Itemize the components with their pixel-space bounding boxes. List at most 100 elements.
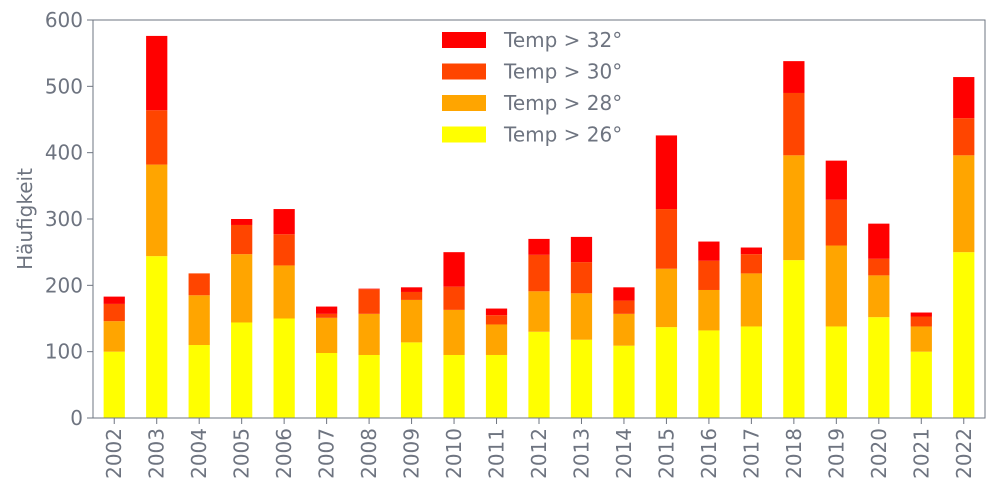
bar-2009-series-1 <box>400 299 423 343</box>
bar-2009-series-0 <box>400 342 423 418</box>
bar-2002-series-0 <box>103 351 125 418</box>
bars-group <box>103 35 975 418</box>
bar-2013-series-1 <box>570 293 593 340</box>
bar-2013-series-3 <box>570 236 593 263</box>
bar-2016-series-3 <box>698 241 720 261</box>
bar-2016-series-2 <box>698 260 720 290</box>
bar-2008-series-0 <box>358 354 380 418</box>
legend-label: Temp > 32° <box>503 28 622 52</box>
x-tick-label: 2007 <box>315 428 339 479</box>
bar-2003-series-0 <box>146 256 168 418</box>
y-tick-label: 100 <box>45 340 83 364</box>
x-tick-label: 2012 <box>527 428 551 479</box>
bar-2020-series-0 <box>868 317 890 418</box>
bar-2015-series-2 <box>655 209 678 269</box>
bar-2003-series-2 <box>146 110 168 165</box>
bar-2012-series-3 <box>528 238 550 255</box>
bar-2002-series-2 <box>103 303 125 322</box>
x-tick-label: 2005 <box>230 428 254 479</box>
legend-label: Temp > 28° <box>503 91 622 115</box>
bar-2022-series-1 <box>953 155 975 253</box>
bar-2009-series-3 <box>400 287 423 292</box>
bar-2014-series-0 <box>613 345 635 418</box>
x-tick-label: 2002 <box>102 428 126 479</box>
bar-2012-series-0 <box>528 331 550 418</box>
bar-2011-series-2 <box>485 315 508 325</box>
bar-2005-series-1 <box>231 254 253 323</box>
bar-2021-series-0 <box>910 351 932 418</box>
x-tick-label: 2016 <box>697 428 721 479</box>
legend-swatch <box>442 63 486 80</box>
bar-2014-series-2 <box>613 300 635 314</box>
x-tick-label: 2019 <box>824 428 848 479</box>
bar-2005-series-2 <box>231 224 253 255</box>
bar-2006-series-3 <box>273 209 295 235</box>
x-tick-label: 2011 <box>485 428 509 479</box>
bar-2003-series-1 <box>146 164 168 257</box>
bar-2011-series-1 <box>485 324 508 355</box>
bar-2012-series-2 <box>528 254 550 292</box>
bar-2018-series-1 <box>783 155 805 261</box>
bar-2018-series-3 <box>783 61 805 93</box>
bar-2008-series-2 <box>358 289 380 314</box>
bar-2020-series-3 <box>868 223 890 259</box>
bar-2007-series-1 <box>316 317 338 353</box>
bar-2002-series-3 <box>103 296 125 304</box>
bar-2002-series-1 <box>103 321 125 352</box>
bar-2004-series-1 <box>188 295 210 346</box>
bar-2022-series-3 <box>953 77 975 119</box>
bar-2010-series-1 <box>443 309 465 355</box>
bar-2019-series-2 <box>825 199 847 246</box>
legend-label: Temp > 26° <box>503 123 622 147</box>
bar-2007-series-0 <box>316 352 338 418</box>
legend: Temp > 32° Temp > 30° Temp > 28° Temp > 26° <box>442 28 622 147</box>
legend-swatch <box>442 95 486 111</box>
bar-2017-series-0 <box>740 326 762 418</box>
y-tick-label: 200 <box>45 273 83 297</box>
bar-2017-series-2 <box>740 254 762 274</box>
y-axis: 0 100 200 300 400 500 600 <box>45 8 93 430</box>
bar-2009-series-2 <box>400 291 423 300</box>
bar-2008-series-3 <box>358 288 380 290</box>
bar-2010-series-0 <box>443 354 465 418</box>
bar-2018-series-0 <box>783 260 805 418</box>
x-tick-label: 2022 <box>952 428 976 479</box>
bar-2007-series-3 <box>316 306 338 314</box>
legend-swatch <box>442 126 486 143</box>
bar-2022-series-0 <box>953 252 975 418</box>
bar-2004-series-0 <box>188 345 210 418</box>
x-tick-label: 2021 <box>909 428 933 479</box>
bar-2016-series-1 <box>698 289 720 331</box>
bar-2019-series-3 <box>825 160 847 200</box>
bar-2016-series-0 <box>698 330 720 418</box>
bar-2015-series-1 <box>655 268 678 328</box>
bar-2013-series-2 <box>570 262 593 294</box>
y-tick-label: 400 <box>45 141 83 165</box>
bar-2019-series-1 <box>825 245 847 327</box>
bar-2017-series-3 <box>740 247 762 255</box>
bar-2004-series-2 <box>188 273 210 296</box>
x-tick-label: 2010 <box>442 428 466 479</box>
legend-swatch <box>442 32 486 48</box>
bar-2003-series-3 <box>146 35 168 111</box>
x-tick-label: 2008 <box>357 428 381 479</box>
bar-2017-series-1 <box>740 273 762 327</box>
bar-2006-series-0 <box>273 318 295 418</box>
y-axis-label: Häufigkeit <box>13 168 37 270</box>
bar-2005-series-0 <box>231 322 253 418</box>
y-tick-label: 600 <box>45 8 83 32</box>
bar-2012-series-1 <box>528 291 550 332</box>
bar-2021-series-1 <box>910 326 932 352</box>
bar-2014-series-1 <box>613 313 635 346</box>
bar-2020-series-2 <box>868 258 890 276</box>
y-tick-label: 0 <box>70 406 83 430</box>
x-tick-label: 2014 <box>612 428 636 479</box>
bar-2007-series-2 <box>316 313 338 318</box>
x-tick-label: 2018 <box>782 428 806 479</box>
bar-2021-series-2 <box>910 316 932 327</box>
x-tick-label: 2020 <box>867 428 891 479</box>
legend-label: Temp > 30° <box>503 60 622 84</box>
x-tick-label: 2003 <box>145 428 169 479</box>
x-axis: 2002 2003 2004 2005 2006 2007 2008 2009 2010 2011… <box>102 418 976 479</box>
